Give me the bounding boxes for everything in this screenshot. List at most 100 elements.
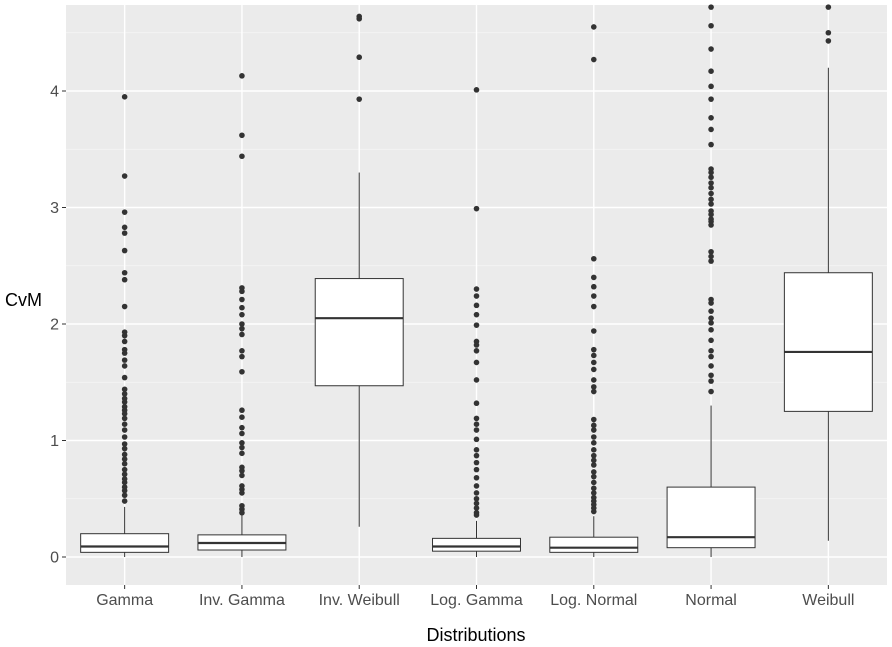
- outlier-point: [239, 73, 245, 79]
- outlier-point: [708, 126, 714, 133]
- y-tick-label: 4: [50, 84, 59, 101]
- outlier-point: [356, 54, 363, 61]
- outlier-point: [239, 321, 245, 327]
- outlier-point: [121, 94, 128, 100]
- outlier-point: [121, 276, 128, 283]
- outlier-point: [121, 363, 128, 369]
- outlier-point: [590, 283, 597, 290]
- x-axis: Gamma Inv. Gamma Inv. Weibull Log. Gamma Log…: [96, 585, 854, 609]
- outlier-point: [590, 346, 597, 353]
- outlier-point: [473, 421, 480, 427]
- x-tick-label: Inv. Weibull: [319, 592, 400, 609]
- outlier-point: [473, 474, 480, 481]
- outlier-point: [473, 490, 480, 496]
- outlier-point: [239, 414, 245, 421]
- box: [432, 537, 521, 552]
- box: [314, 278, 404, 387]
- outlier-point: [121, 399, 128, 405]
- outlier-point: [590, 388, 597, 395]
- x-tick-label: Gamma: [96, 592, 153, 609]
- outlier-point: [590, 440, 597, 446]
- outlier-point: [708, 68, 714, 74]
- outlier-point: [239, 444, 245, 451]
- box: [783, 272, 873, 412]
- outlier-point: [590, 352, 597, 359]
- outlier-point: [590, 473, 597, 480]
- outlier-point: [121, 350, 128, 356]
- outlier-point: [590, 434, 597, 440]
- outlier-point: [121, 466, 128, 473]
- outlier-point: [473, 377, 480, 383]
- y-axis: 0 1 2 3 4: [50, 84, 66, 567]
- outlier-point: [239, 153, 245, 160]
- outlier-point: [121, 415, 128, 422]
- outlier-point: [590, 293, 597, 299]
- y-tick-label: 1: [50, 433, 59, 450]
- outlier-point: [239, 288, 245, 295]
- outlier-point: [473, 322, 480, 328]
- outlier-point: [708, 46, 714, 52]
- outlier-point: [708, 222, 714, 228]
- outlier-point: [473, 311, 480, 318]
- outlier-point: [590, 366, 597, 373]
- outlier-point: [239, 490, 245, 496]
- outlier-point: [356, 96, 363, 102]
- outlier-point: [825, 29, 832, 36]
- outlier-point: [590, 479, 597, 486]
- outlier-point: [708, 378, 714, 384]
- outlier-point: [590, 469, 597, 475]
- outlier-point: [121, 471, 128, 478]
- outlier-point: [708, 180, 714, 186]
- outlier-point: [708, 96, 714, 102]
- outlier-point: [708, 315, 714, 321]
- outlier-point: [121, 421, 128, 427]
- outlier-point: [473, 500, 480, 507]
- outlier-point: [708, 253, 714, 260]
- outlier-point: [590, 384, 597, 390]
- outlier-point: [590, 457, 597, 464]
- outlier-point: [590, 24, 597, 30]
- outlier-point: [708, 258, 714, 264]
- outlier-point: [825, 38, 832, 44]
- outlier-point: [708, 320, 714, 326]
- outlier-point: [590, 452, 597, 459]
- box-group: [432, 87, 521, 557]
- outlier-point: [473, 87, 480, 93]
- outlier-point: [473, 415, 480, 422]
- y-axis-title: CvM: [5, 290, 42, 310]
- outlier-point: [121, 445, 128, 452]
- outlier-point: [708, 184, 714, 191]
- outlier-point: [121, 374, 128, 381]
- outlier-point: [590, 377, 597, 383]
- outlier-point: [590, 416, 597, 423]
- outlier-point: [590, 303, 597, 310]
- outlier-point: [473, 342, 480, 348]
- outlier-point: [239, 430, 245, 437]
- outlier-point: [473, 466, 480, 473]
- y-tick-label: 3: [50, 200, 59, 217]
- outlier-point: [708, 4, 714, 10]
- outlier-point: [121, 247, 128, 254]
- outlier-point: [239, 450, 245, 457]
- outlier-point: [239, 331, 245, 338]
- outlier-point: [121, 269, 128, 276]
- outlier-point: [121, 434, 128, 440]
- outlier-point: [473, 427, 480, 433]
- outlier-point: [121, 224, 128, 231]
- outlier-point: [590, 328, 597, 334]
- outlier-point: [121, 357, 128, 363]
- box-group: [314, 13, 404, 527]
- outlier-point: [590, 359, 597, 366]
- outlier-point: [473, 302, 480, 309]
- outlier-point: [473, 205, 480, 212]
- outlier-point: [121, 492, 128, 499]
- outlier-point: [473, 293, 480, 299]
- outlier-point: [121, 479, 128, 486]
- outlier-point: [590, 485, 597, 492]
- outlier-point: [121, 427, 128, 433]
- x-tick-label: Log. Normal: [550, 592, 637, 609]
- outlier-point: [473, 505, 480, 511]
- outlier-point: [473, 447, 480, 453]
- outlier-point: [239, 407, 245, 414]
- y-tick-label: 2: [50, 317, 59, 334]
